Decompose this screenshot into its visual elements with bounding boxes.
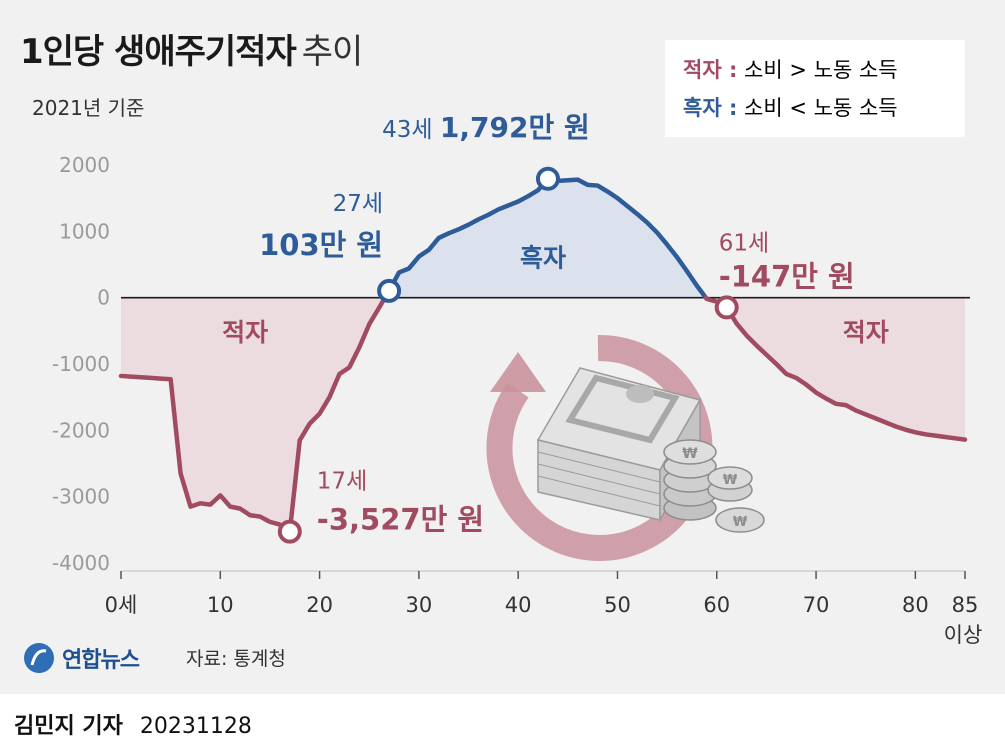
y-tick-label: 0 [97,286,110,310]
deficit-line-0 [118,295,388,534]
chart-subtitle: 2021년 기준 [32,96,145,120]
coin-stack-icon: ₩ ₩ ₩ [663,439,765,533]
svg-text:₩: ₩ [733,515,748,530]
logo: 연합뉴스 [22,638,140,678]
annotation-value: 1,792만 원 [440,111,590,144]
footer-band [0,694,1005,753]
cycle-arrow-icon [486,334,713,561]
author: 김민지 기자 [14,714,123,739]
byline: 김민지 기자 20231128 [14,708,252,740]
legend-surplus-key: 흑자 : [683,96,738,120]
yonhap-logo-icon [24,643,54,673]
y-tick-label: 1000 [59,219,110,243]
region-label-surplus: 흑자 [520,244,566,273]
annotation-label: 43세 1,792만 원 [382,111,590,144]
legend-deficit-key: 적자 : [683,58,738,82]
title-bold: 1인당 생애주기적자 [20,32,297,72]
y-tick-label: -1000 [52,352,110,376]
x-tick-label: 0세 [105,593,138,617]
annotation-age: 43세 [382,117,440,143]
x-tick-label: 50 [604,593,631,617]
legend-deficit-desc: 소비 > 노동 소득 [744,58,898,82]
logo-text: 연합뉴스 [62,648,140,673]
x-tick-label: 60 [703,593,730,617]
deficit-area-0 [121,297,386,532]
region-label-deficit: 적자 [222,318,268,347]
marker-point [277,519,302,544]
annotation-age: 17세 [317,469,367,495]
x-tick-label-line2: 이상 [944,623,983,647]
y-tick-label: -3000 [52,485,110,509]
chart-title: 1인당 생애주기적자 추이 [20,24,364,73]
y-tick-label: -2000 [52,418,110,442]
surplus-area-1 [385,178,706,298]
x-tick-label: 85 [952,593,979,617]
annotation-age: 61세 [719,230,769,256]
marker-point [714,295,739,320]
legend-surplus: 흑자 : 소비 < 노동 소득 [683,92,898,122]
x-tick-label: 20 [306,593,333,617]
legend-deficit: 적자 : 소비 > 노동 소득 [683,54,898,84]
axes: 2000 1000 0 -1000 -2000 -3000 -4000 0세 10 20 30 40 5… [52,153,982,647]
annotation-value: -3,527만 원 [317,503,484,537]
x-tick-label: 80 [902,593,929,617]
cycle-arrowhead-icon [490,352,546,392]
area-fills [121,178,965,532]
banknote-stack-icon [536,367,702,523]
annotation-value: 103만 원 [259,228,383,262]
money-illustration: ₩ ₩ ₩ [486,334,765,561]
source-note: 자료: 통계청 [186,648,286,670]
legend-surplus-desc: 소비 < 노동 소득 [744,96,898,120]
x-tick-label: 30 [406,593,433,617]
annotation-age: 27세 [333,191,383,217]
y-tick-label: 2000 [59,153,110,177]
marker-point [535,166,560,191]
marker-point [377,278,402,303]
date: 20231128 [139,714,252,739]
y-tick-label: -4000 [52,551,110,575]
region-label-deficit: 적자 [843,318,889,347]
x-tick-label: 40 [505,593,532,617]
deficit-line-2 [703,295,968,442]
title-light: 추이 [301,32,364,72]
svg-text:₩: ₩ [723,473,738,488]
x-tick-label: 10 [207,593,234,617]
annotation-value: -147만 원 [719,259,855,293]
svg-text:₩: ₩ [682,446,698,462]
deficit-area-2 [705,297,965,440]
legend-box: 적자 : 소비 > 노동 소득 흑자 : 소비 < 노동 소득 [665,40,965,137]
x-tick-label: 70 [803,593,830,617]
